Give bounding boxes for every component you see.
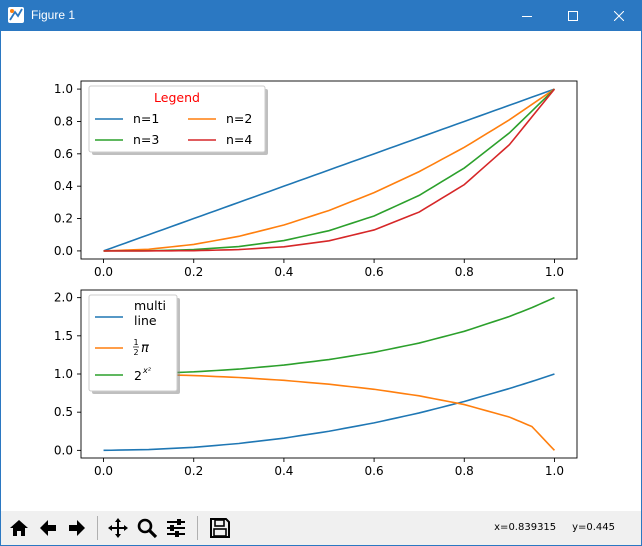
coord-x: x=0.839315 (494, 522, 557, 533)
subplot-2: 0.0 0.2 0.4 0.6 0.8 1.0 0.0 0.5 1.0 1.5 2.0 multili… (54, 289, 578, 478)
pan-button[interactable] (104, 514, 132, 542)
close-icon (614, 10, 624, 21)
y-tick-label: 0.6 (54, 147, 73, 161)
forward-arrow-icon (69, 520, 85, 536)
y-tick-label: 2.0 (54, 291, 73, 305)
window-title: Figure 1 (31, 8, 76, 22)
save-floppy-icon (210, 518, 230, 538)
minimize-icon (522, 15, 532, 17)
pan-move-icon (108, 518, 128, 538)
x-tick-label: 0.6 (365, 464, 384, 478)
y-tick-label: 0.0 (54, 443, 73, 457)
toolbar-separator (97, 516, 98, 540)
configure-subplots-button[interactable] (162, 514, 190, 542)
y-tick-label: 0.4 (54, 179, 73, 193)
series-line-2 (103, 88, 555, 252)
axes-frame (80, 80, 578, 260)
toolbar-separator (197, 516, 198, 540)
forward-button[interactable] (63, 514, 91, 542)
coord-y: y=0.445 (572, 522, 615, 533)
y-tick-label: 1.0 (54, 367, 73, 381)
back-button[interactable] (34, 514, 62, 542)
series-line-4 (103, 88, 556, 252)
cursor-coordinates: x=0.839315 y=0.445 (494, 522, 615, 533)
y-tick-label: 0.8 (54, 114, 73, 128)
legend-entry-label: n=2 (226, 111, 252, 126)
minimize-button[interactable] (504, 0, 550, 31)
x-tick-label: 0.0 (94, 265, 113, 279)
series-line-1 (103, 373, 555, 452)
maximize-button[interactable] (550, 0, 596, 31)
legend-entry-label: multi (134, 298, 166, 313)
y-tick-label: 1.5 (54, 329, 73, 343)
subplot-1: 0.0 0.2 0.4 0.6 0.8 1.0 0.0 0.2 0.4 0.6 0.8 1.0 Lege… (54, 80, 578, 279)
x-tick-label: 0.6 (365, 265, 384, 279)
matplotlib-figure-icon (8, 7, 24, 23)
legend: Legend n=1 n=2 n=3 n=4 (88, 85, 268, 155)
y-tick-label: 0.2 (54, 212, 73, 226)
x-tick-label: 0.2 (184, 464, 203, 478)
zoom-button[interactable] (133, 514, 161, 542)
maximize-icon (568, 10, 578, 21)
legend-fraction-denominator: 2 (133, 348, 138, 357)
legend-title: Legend (154, 90, 200, 105)
x-tick-label: 1.0 (545, 265, 564, 279)
series-line-3 (103, 296, 555, 375)
legend-pi-symbol: π (141, 341, 149, 356)
x-tick-label: 0.8 (455, 265, 474, 279)
y-tick-label: 1.0 (54, 82, 73, 96)
home-button[interactable] (5, 514, 33, 542)
legend-fraction-numerator: 1 (133, 338, 138, 347)
x-tick-label: 1.0 (545, 464, 564, 478)
series-line-2 (103, 373, 556, 451)
legend-power-exponent: x² (142, 366, 152, 375)
legend-entry-label: n=1 (133, 111, 159, 126)
navigation-toolbar: x=0.839315 y=0.445 (1, 511, 641, 545)
title-bar[interactable]: Figure 1 (0, 0, 642, 31)
back-arrow-icon (40, 520, 56, 536)
legend-box (88, 294, 178, 392)
y-tick-label: 0.0 (54, 244, 73, 258)
x-tick-label: 0.4 (274, 464, 293, 478)
legend-power-base: 2 (134, 368, 142, 383)
legend-entry-label: n=4 (226, 132, 252, 147)
legend-entry-label: line (134, 313, 157, 328)
x-tick-label: 0.4 (274, 265, 293, 279)
close-button[interactable] (596, 0, 642, 31)
x-tick-label: 0.2 (184, 265, 203, 279)
zoom-magnifier-icon (137, 518, 158, 539)
legend-entry-label: n=3 (133, 132, 159, 147)
series-line-1 (103, 88, 555, 252)
home-icon (10, 520, 28, 536)
legend-box (88, 85, 266, 153)
figure-canvas[interactable]: 0.0 0.2 0.4 0.6 0.8 1.0 0.0 0.2 0.4 0.6 0.8 1.0 Lege… (1, 31, 641, 511)
configure-subplots-icon (167, 519, 185, 537)
y-tick-label: 0.5 (54, 405, 73, 419)
save-button[interactable] (206, 514, 234, 542)
x-tick-label: 0.0 (94, 464, 113, 478)
x-tick-label: 0.8 (455, 464, 474, 478)
